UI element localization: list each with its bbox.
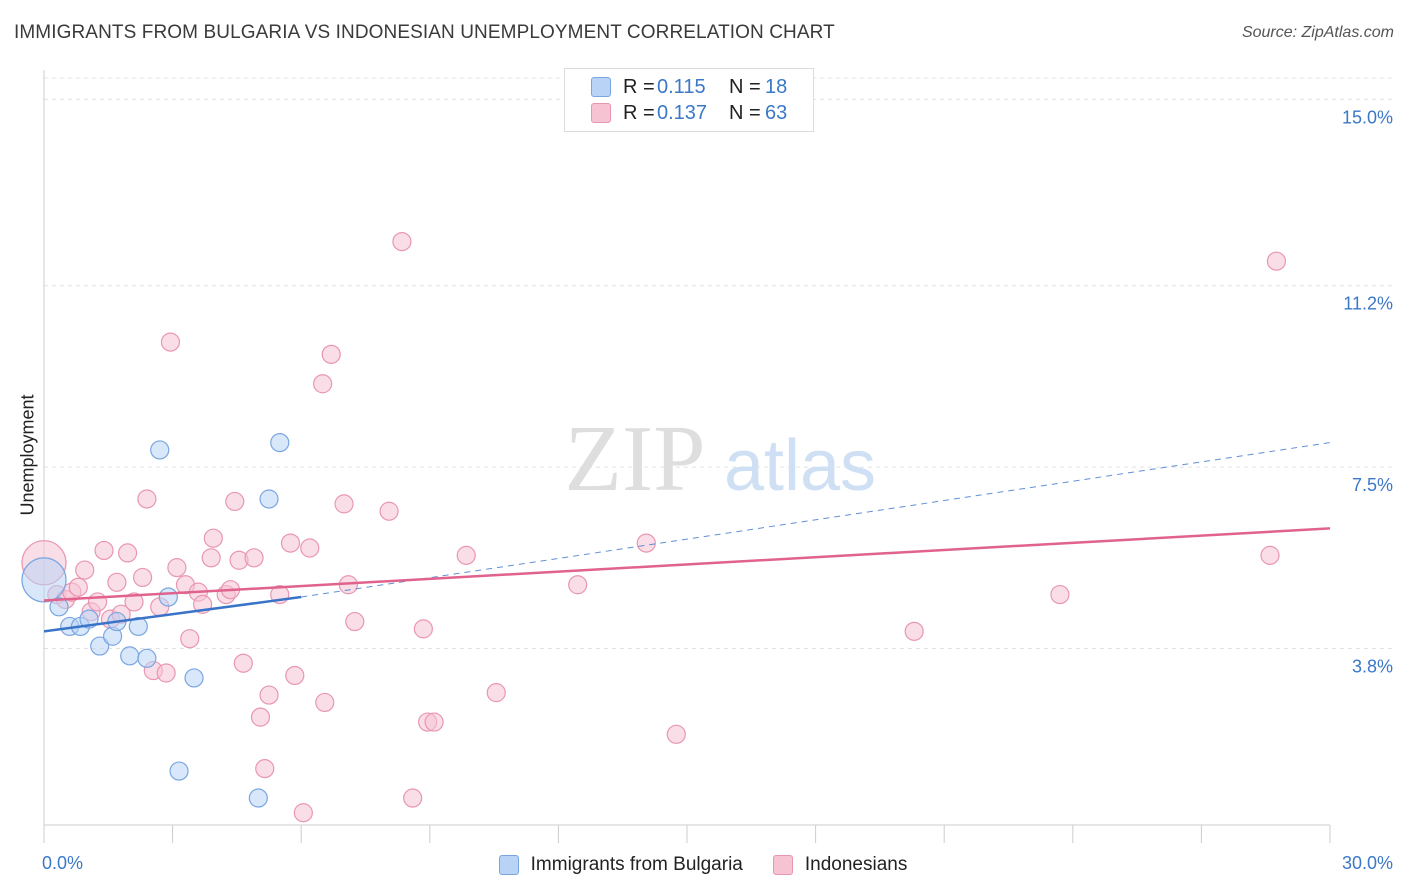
data-point <box>160 332 181 352</box>
legend-r-label: R = <box>623 75 655 98</box>
data-point <box>167 558 187 578</box>
data-point <box>169 761 189 781</box>
trend-lines <box>43 442 1331 633</box>
legend-label: Immigrants from Bulgaria <box>530 854 743 875</box>
data-point <box>107 572 127 592</box>
legend-r-value: 0.137 <box>657 101 708 124</box>
y-tick-label: 15.0% <box>1342 107 1393 127</box>
data-point <box>225 491 245 512</box>
data-point <box>158 587 178 607</box>
trend-line-bulgaria <box>43 595 302 633</box>
trend-line-bulgaria-extension <box>301 442 1331 598</box>
legend-swatch-pink <box>591 103 611 123</box>
data-point <box>94 540 114 561</box>
data-point <box>568 575 588 595</box>
data-point <box>233 653 253 673</box>
data-point <box>132 567 153 588</box>
legend-n-value: 63 <box>765 101 788 124</box>
legend-n-label: N = <box>729 101 761 124</box>
data-point <box>250 707 271 727</box>
data-point <box>124 592 144 612</box>
data-point <box>424 712 444 732</box>
data-point <box>128 616 148 637</box>
legend-top: R = 0.115 N = 18 R = 0.137 N = 63 <box>564 68 814 132</box>
bulgaria-points <box>21 432 290 808</box>
data-point <box>904 621 924 641</box>
x-tick-label: 30.0% <box>1342 853 1393 873</box>
chart-title: IMMIGRANTS FROM BULGARIA VS INDONESIAN U… <box>14 22 835 43</box>
data-point <box>293 803 313 823</box>
y-tick-label: 11.2% <box>1343 294 1393 314</box>
data-point <box>1266 251 1287 271</box>
data-point <box>68 577 88 597</box>
data-point <box>259 685 279 705</box>
data-point <box>392 231 412 252</box>
data-point <box>137 489 157 509</box>
x-tick-label: 0.0% <box>42 853 83 873</box>
data-point <box>413 619 433 639</box>
data-point <box>137 648 157 668</box>
legend-row-indonesians: R = 0.137 N = 63 <box>591 100 787 126</box>
data-point <box>87 592 108 612</box>
data-point <box>334 494 354 514</box>
data-point <box>456 545 476 565</box>
legend-n-label: N = <box>729 75 761 98</box>
data-point <box>403 788 423 808</box>
data-point <box>280 533 301 553</box>
tick-labels: 3.8% 7.5% 11.2% 15.0% 0.0% 30.0% <box>42 107 1393 873</box>
legend-bottom: Immigrants from Bulgaria Indonesians <box>0 852 1406 878</box>
source-label: Source: ZipAtlas.com <box>1241 24 1394 41</box>
data-point <box>321 344 341 364</box>
legend-item-bulgaria: Immigrants from Bulgaria <box>498 852 743 878</box>
legend-swatch-blue <box>498 855 519 875</box>
data-point <box>1260 545 1280 565</box>
data-point <box>203 528 223 548</box>
data-point <box>1050 584 1070 605</box>
data-point <box>300 538 320 558</box>
data-point <box>75 560 95 580</box>
legend-row-bulgaria: R = 0.115 N = 18 <box>591 74 787 100</box>
data-point <box>345 611 365 632</box>
legend-swatch-blue <box>591 77 611 97</box>
data-point <box>285 665 305 686</box>
data-point <box>248 788 268 808</box>
indonesians-points <box>21 231 1287 823</box>
data-point <box>486 683 506 703</box>
data-point <box>636 533 656 553</box>
axes <box>43 70 1331 843</box>
data-point <box>117 543 138 563</box>
legend-n-value: 18 <box>765 75 788 98</box>
data-point <box>315 692 335 713</box>
data-point <box>150 440 170 460</box>
legend-item-indonesians: Indonesians <box>772 852 908 878</box>
watermark-zip: ZIP <box>565 407 706 511</box>
legend-r-value: 0.115 <box>657 75 706 98</box>
data-point <box>201 548 221 568</box>
data-point <box>255 759 275 779</box>
legend-r-label: R = <box>623 101 655 124</box>
data-point <box>156 663 176 683</box>
y-axis-label: Unemployment <box>17 394 38 516</box>
data-point <box>184 668 204 688</box>
legend-label: Indonesians <box>804 854 908 875</box>
data-point <box>120 646 140 666</box>
data-point <box>180 629 200 649</box>
watermark: ZIP atlas <box>565 407 877 511</box>
watermark-atlas: atlas <box>724 426 876 506</box>
data-point <box>49 597 69 617</box>
data-point <box>270 432 290 453</box>
data-point <box>666 724 686 744</box>
trend-line-indonesians <box>43 527 1331 602</box>
legend-swatch-pink <box>772 855 793 875</box>
y-tick-label: 7.5% <box>1352 475 1393 495</box>
y-tick-label: 3.8% <box>1352 657 1393 677</box>
data-point <box>313 374 333 394</box>
data-point <box>244 548 264 568</box>
data-point <box>259 489 279 509</box>
data-point <box>90 636 110 656</box>
data-point <box>379 501 399 521</box>
data-point <box>21 557 67 603</box>
